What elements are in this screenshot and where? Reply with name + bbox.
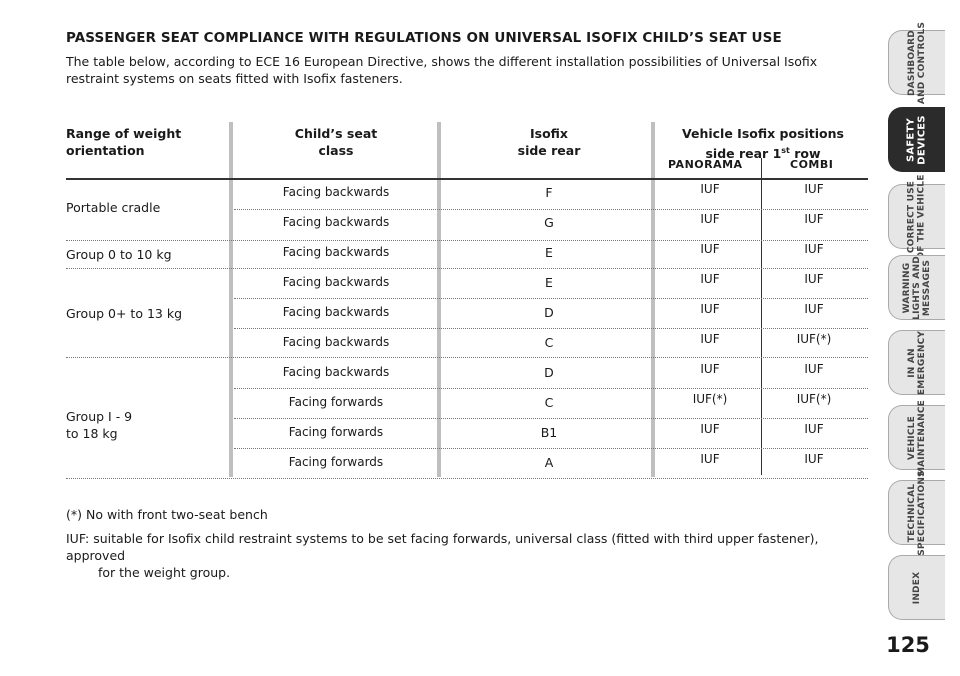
- cell-orientation: Facing backwards: [282, 335, 390, 349]
- cell-isofix-class: E: [545, 275, 553, 290]
- section-heading: PASSENGER SEAT COMPLIANCE WITH REGULATIO…: [66, 30, 782, 46]
- cell-isofix-class: C: [544, 335, 554, 350]
- header-seat-class: Child’s seat class: [294, 126, 378, 158]
- cell-isofix-class: G: [544, 215, 554, 230]
- intro-paragraph: The table below, according to ECE 16 Eur…: [66, 54, 818, 86]
- header-isofix-side-rear: Isofix side rear: [517, 126, 581, 158]
- cell-orientation: Facing forwards: [288, 455, 384, 469]
- cell-isofix-class: B1: [540, 425, 558, 440]
- cell-isofix-class: E: [545, 245, 553, 260]
- tab-correct-use-of-the-vehicle[interactable]: CORRECT USE OF THE VEHICLE: [888, 174, 945, 259]
- cell-panorama: IUF: [700, 212, 720, 226]
- header-panorama: PANORAMA: [668, 158, 743, 171]
- cell-orientation: Facing backwards: [282, 245, 390, 259]
- cell-panorama: IUF: [700, 182, 720, 196]
- row-divider: [234, 388, 868, 389]
- cell-combi: IUF: [804, 422, 824, 436]
- group-label: Group I - 9 to 18 kg: [66, 409, 133, 441]
- cell-panorama: IUF: [700, 302, 720, 316]
- row-divider: [234, 298, 868, 299]
- cell-combi: IUF(*): [796, 332, 832, 346]
- header-combi: COMBI: [790, 158, 834, 171]
- group-label: Group 0+ to 13 kg: [66, 306, 183, 321]
- footnote-iuf: IUF: suitable for Isofix child restraint…: [66, 531, 819, 580]
- cell-combi: IUF: [804, 362, 824, 376]
- page-number: 125: [886, 633, 930, 657]
- group-divider: [66, 240, 868, 241]
- tab-in-an-emergency[interactable]: IN AN EMERGENCY: [888, 330, 945, 395]
- cell-panorama: IUF: [700, 422, 720, 436]
- cell-orientation: Facing backwards: [282, 275, 390, 289]
- group-label: Portable cradle: [66, 200, 161, 215]
- cell-combi: IUF: [804, 452, 824, 466]
- cell-panorama: IUF: [700, 362, 720, 376]
- table-bottom-rule: [66, 478, 868, 479]
- cell-isofix-class: A: [544, 455, 554, 470]
- cell-isofix-class: F: [545, 185, 553, 200]
- row-divider: [234, 328, 868, 329]
- column-separator: [651, 122, 655, 477]
- cell-isofix-class: D: [544, 365, 554, 380]
- header-rule: [66, 178, 868, 180]
- group-label: Group 0 to 10 kg: [66, 247, 172, 262]
- cell-combi: IUF: [804, 272, 824, 286]
- tab-dashboard-and-controls[interactable]: DASHBOARD AND CONTROLS: [888, 21, 945, 104]
- cell-orientation: Facing forwards: [288, 395, 384, 409]
- cell-panorama: IUF(*): [692, 392, 728, 406]
- panorama-combi-divider: [761, 158, 762, 475]
- cell-combi: IUF: [804, 182, 824, 196]
- header-range-weight: Range of weight orientation: [66, 126, 182, 158]
- cell-orientation: Facing backwards: [282, 185, 390, 199]
- column-separator: [229, 122, 233, 477]
- cell-isofix-class: C: [544, 395, 554, 410]
- cell-combi: IUF: [804, 302, 824, 316]
- cell-combi: IUF: [804, 242, 824, 256]
- cell-combi: IUF: [804, 212, 824, 226]
- row-divider: [234, 209, 868, 210]
- group-divider: [66, 357, 868, 358]
- tab-technical-specifications[interactable]: TECHNICAL SPECIFICATIONS: [888, 470, 945, 555]
- cell-orientation: Facing forwards: [288, 425, 384, 439]
- header-vehicle-positions: Vehicle Isofix positions side rear 1st r…: [682, 126, 844, 162]
- tab-warning-lights-and-messages[interactable]: WARNING LIGHTS AND MESSAGES: [888, 255, 945, 320]
- cell-isofix-class: D: [544, 305, 554, 320]
- cell-orientation: Facing backwards: [282, 365, 390, 379]
- column-separator: [437, 122, 441, 477]
- cell-orientation: Facing backwards: [282, 305, 390, 319]
- tab-safety-devices[interactable]: SAFETY DEVICES: [888, 107, 945, 172]
- row-divider: [234, 418, 868, 419]
- footnote-star: (*) No with front two-seat bench: [66, 507, 268, 522]
- row-divider: [234, 448, 868, 449]
- group-divider: [66, 268, 868, 269]
- tab-index[interactable]: INDEX: [888, 555, 945, 620]
- cell-panorama: IUF: [700, 332, 720, 346]
- cell-combi: IUF(*): [796, 392, 832, 406]
- cell-orientation: Facing backwards: [282, 215, 390, 229]
- cell-panorama: IUF: [700, 242, 720, 256]
- cell-panorama: IUF: [700, 452, 720, 466]
- cell-panorama: IUF: [700, 272, 720, 286]
- tab-vehicle-maintenance[interactable]: VEHICLE MAINTENANCE: [888, 399, 945, 476]
